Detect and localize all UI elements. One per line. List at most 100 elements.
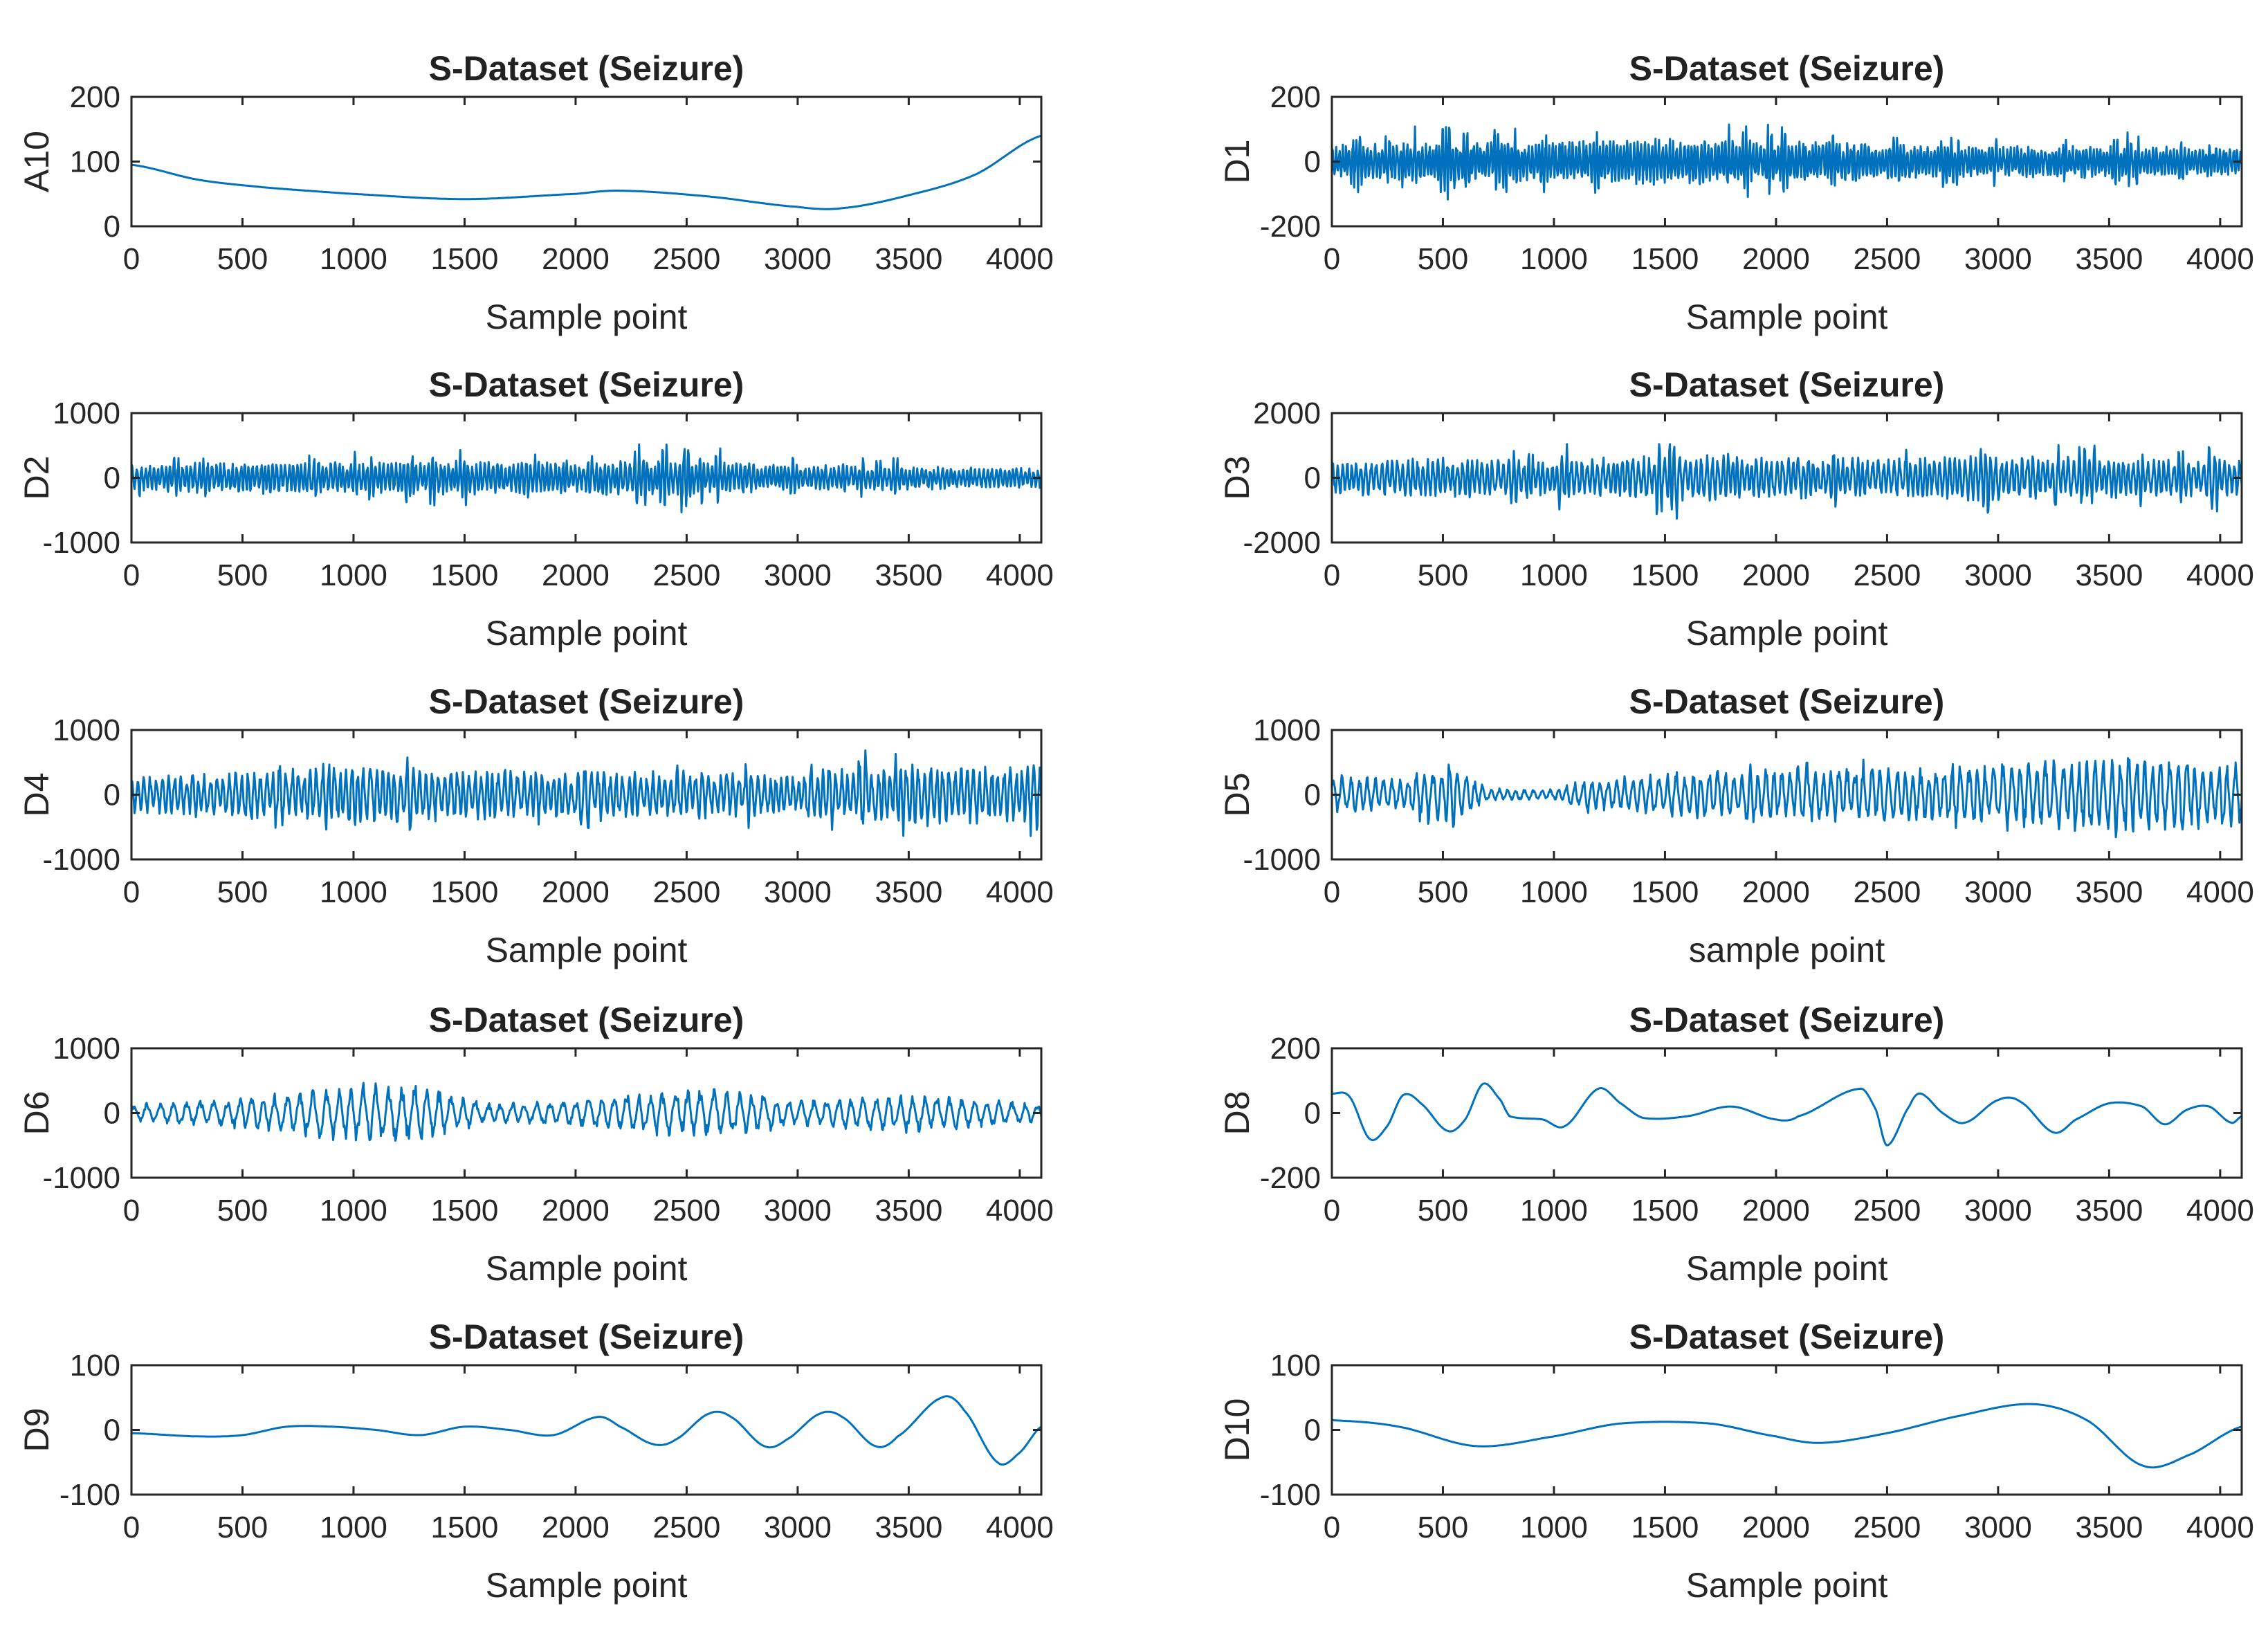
x-tick-label: 1500 (1631, 242, 1699, 276)
axes-frame (130, 95, 1043, 228)
x-axis-label: Sample point (486, 1566, 688, 1605)
x-tick-label: 0 (1324, 1194, 1340, 1228)
x-tick-label: 2500 (652, 875, 720, 909)
chart-title: S-Dataset (Seizure) (1629, 1001, 1945, 1039)
x-tick-label: 1000 (320, 242, 387, 276)
y-axis-label: D1 (1218, 140, 1256, 184)
x-tick-label: 3000 (1964, 875, 2032, 909)
y-axis-label: D5 (1218, 773, 1256, 817)
x-tick-label: 3000 (764, 875, 832, 909)
x-tick-label: 3500 (2075, 1511, 2143, 1544)
y-tick-label: 2000 (1253, 396, 1321, 430)
x-tick-label: 2500 (1853, 1511, 1921, 1544)
x-tick-label: 0 (1324, 242, 1340, 276)
x-tick-label: 4000 (2186, 1194, 2254, 1228)
y-tick-label: 1000 (53, 396, 120, 430)
y-axis-label: D2 (17, 456, 56, 500)
x-axis-label: Sample point (1686, 1249, 1888, 1288)
x-tick-label: 0 (123, 1511, 140, 1544)
x-tick-label: 500 (217, 1511, 268, 1544)
chart-title: S-Dataset (Seizure) (1629, 682, 1945, 721)
x-tick-label: 3500 (875, 558, 942, 592)
x-tick-label: 500 (217, 242, 268, 276)
x-tick-label: 3000 (1964, 242, 2032, 276)
x-tick-label: 2500 (652, 1194, 720, 1228)
x-tick-label: 500 (1418, 1194, 1468, 1228)
subplot-d9: 0 500 1000 1500 2000 2500 3000 3500 4000-1000100… (17, 1317, 1054, 1605)
x-tick-label: 0 (1324, 1511, 1340, 1544)
x-tick-label: 1500 (431, 242, 499, 276)
x-tick-label: 4000 (2186, 875, 2254, 909)
x-tick-label: 500 (217, 875, 268, 909)
x-tick-label: 1000 (320, 1511, 387, 1544)
x-tick-label: 3500 (875, 1194, 942, 1228)
subplot-d3: 0 500 1000 1500 2000 2500 3000 3500 4000-2000020… (1218, 365, 2254, 653)
y-tick-label: 0 (1304, 462, 1321, 495)
x-tick-label: 4000 (986, 1194, 1054, 1228)
x-axis-label: Sample point (486, 1249, 688, 1288)
x-tick-label: 0 (123, 558, 140, 592)
x-tick-label: 0 (1324, 558, 1340, 592)
x-tick-label: 0 (1324, 875, 1340, 909)
x-tick-label: 1500 (1631, 558, 1699, 592)
y-tick-label: 1000 (53, 1032, 120, 1066)
series-line-d3 (1332, 443, 2242, 520)
x-axis-label: Sample point (1686, 298, 1888, 336)
x-tick-label: 3000 (1964, 1194, 2032, 1228)
x-tick-label: 2000 (542, 558, 610, 592)
y-tick-label: 0 (1304, 1097, 1321, 1131)
axes-frame (1330, 1364, 2243, 1496)
axes-frame (1330, 729, 2243, 861)
chart-title: S-Dataset (Seizure) (1629, 1317, 1945, 1356)
chart-title: S-Dataset (Seizure) (429, 49, 744, 88)
subplot-d10: 0 500 1000 1500 2000 2500 3000 3500 4000-1000100… (1218, 1317, 2254, 1605)
x-tick-label: 0 (123, 875, 140, 909)
x-tick-label: 3500 (875, 875, 942, 909)
y-axis-label: D9 (17, 1408, 56, 1452)
x-tick-label: 2000 (1742, 1194, 1810, 1228)
x-tick-label: 1000 (1520, 558, 1588, 592)
x-tick-label: 4000 (2186, 1511, 2254, 1544)
x-tick-label: 4000 (986, 1511, 1054, 1544)
y-tick-label: -200 (1260, 1161, 1321, 1195)
x-tick-label: 500 (1418, 875, 1468, 909)
y-axis-label: D8 (1218, 1091, 1256, 1135)
x-tick-label: 3000 (764, 1511, 832, 1544)
x-tick-label: 2000 (542, 1511, 610, 1544)
y-tick-label: -1000 (42, 843, 120, 877)
series-line-d8 (1332, 1082, 2242, 1147)
x-tick-label: 2500 (652, 242, 720, 276)
x-tick-label: 1000 (320, 558, 387, 592)
x-tick-label: 3500 (875, 1511, 942, 1544)
x-tick-label: 2000 (1742, 242, 1810, 276)
x-tick-label: 2500 (1853, 1194, 1921, 1228)
x-tick-label: 0 (123, 1194, 140, 1228)
x-tick-label: 1500 (431, 1511, 499, 1544)
x-axis-label: sample point (1689, 931, 1885, 969)
x-tick-label: 500 (217, 1194, 268, 1228)
x-tick-label: 3500 (875, 242, 942, 276)
x-tick-label: 1500 (431, 875, 499, 909)
series-line-d1 (1332, 123, 2242, 201)
y-tick-label: -1000 (42, 1161, 120, 1195)
series-line-d2 (131, 443, 1041, 513)
x-tick-label: 0 (123, 242, 140, 276)
y-tick-label: -2000 (1243, 526, 1321, 560)
y-tick-label: 200 (1270, 80, 1321, 114)
y-tick-label: 0 (1304, 1414, 1321, 1448)
x-tick-label: 1000 (320, 875, 387, 909)
x-tick-label: 4000 (2186, 558, 2254, 592)
x-tick-label: 3000 (764, 1194, 832, 1228)
x-tick-label: 2500 (1853, 558, 1921, 592)
x-tick-label: 4000 (986, 558, 1054, 592)
y-tick-label: -100 (1260, 1478, 1321, 1512)
x-axis-label: Sample point (1686, 1566, 1888, 1605)
x-tick-label: 3000 (1964, 558, 2032, 592)
series-line-d5 (1332, 757, 2242, 839)
x-tick-label: 2000 (1742, 1511, 1810, 1544)
y-axis-label: D6 (17, 1091, 56, 1135)
axes-frame (1330, 1047, 2243, 1179)
x-tick-label: 1500 (431, 558, 499, 592)
x-axis-label: Sample point (486, 614, 688, 653)
